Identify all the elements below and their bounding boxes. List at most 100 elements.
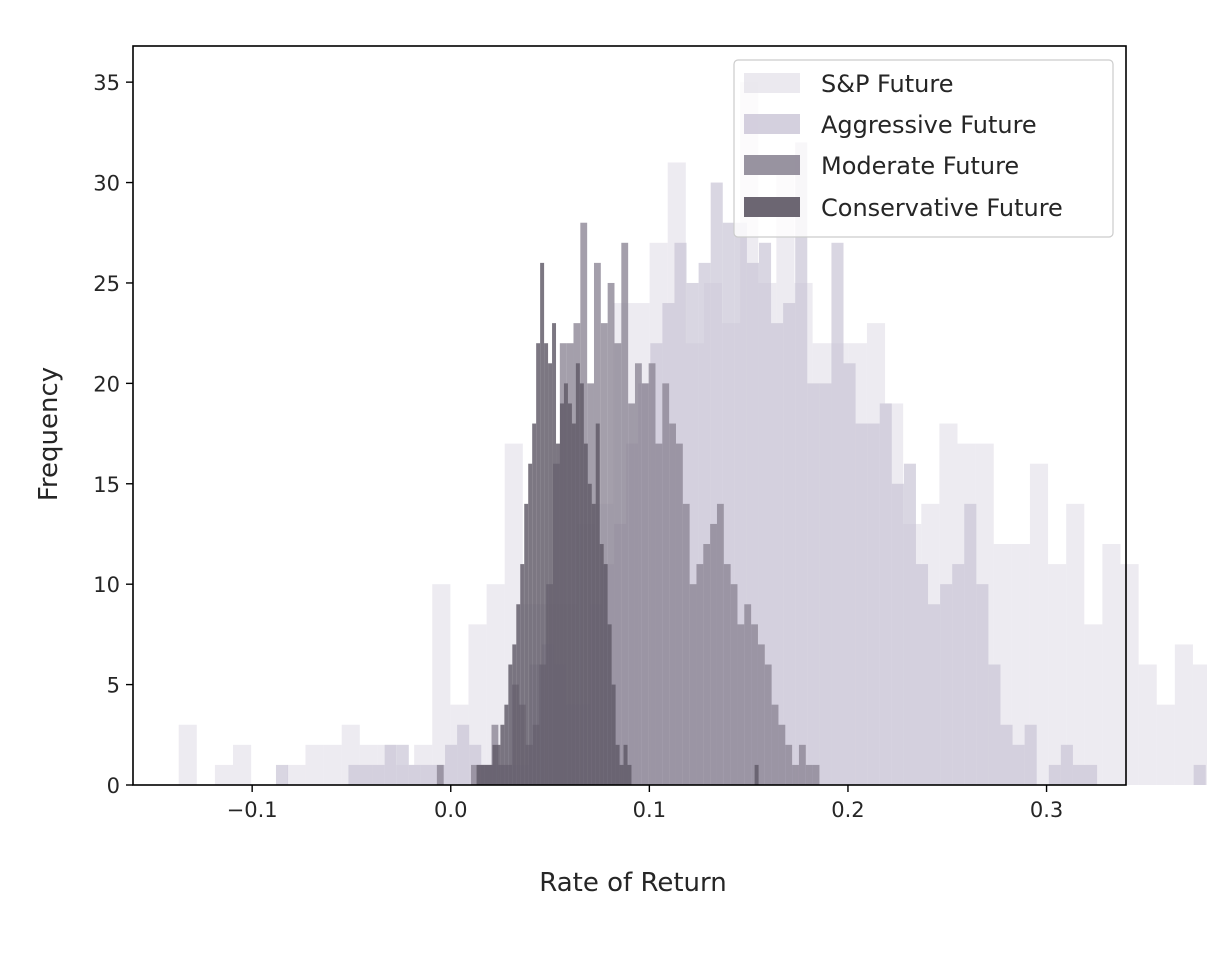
legend-label-sp: S&P Future (821, 70, 953, 98)
histogram-bar (778, 724, 786, 785)
histogram-bar (607, 624, 612, 785)
histogram-bar (783, 303, 796, 785)
histogram-bar (723, 564, 731, 785)
histogram-bar (305, 744, 324, 785)
histogram-bar (928, 604, 941, 785)
histogram-bar (544, 343, 549, 785)
histogram-bar (798, 744, 806, 785)
histogram-bar (1084, 624, 1103, 785)
histogram-bar (575, 363, 580, 785)
legend-box (733, 59, 1114, 238)
histogram-bar (233, 744, 252, 785)
histogram-bar (178, 724, 197, 785)
histogram-bar (771, 704, 779, 785)
histogram-bar (843, 363, 856, 785)
legend-label-conservative: Conservative Future (821, 194, 1063, 222)
histogram-bar (360, 764, 373, 785)
histogram-bar (1193, 764, 1206, 785)
histogram-bar (468, 624, 487, 785)
histogram-bar (591, 503, 596, 785)
histogram-bar (915, 564, 929, 785)
histogram-bar (457, 724, 470, 785)
legend-swatch-sp (744, 73, 800, 93)
histogram-bar (754, 764, 759, 785)
histogram-bar (976, 584, 989, 785)
histogram-bar (528, 463, 533, 785)
histogram-bar (492, 744, 497, 785)
histogram-bar (669, 423, 676, 785)
histogram-bar (1085, 764, 1098, 785)
histogram-bar (805, 764, 813, 785)
histogram-bar (396, 744, 409, 785)
histogram-bar (764, 664, 772, 785)
histogram-bar (587, 483, 592, 785)
histogram-bar (496, 744, 501, 785)
histogram-bar (504, 704, 509, 785)
y-tick-label: 30 (93, 172, 120, 196)
plot-area-frame (132, 45, 1127, 786)
histogram-bar (1012, 744, 1025, 785)
legend: S&P Future Aggressive Future Moderate Fu… (733, 59, 1114, 238)
histogram-bar (348, 764, 361, 785)
x-tick-label: 0.0 (434, 798, 467, 822)
y-tick-label: 20 (93, 372, 120, 396)
histogram-bar (480, 764, 485, 785)
histogram-bar (771, 323, 784, 786)
histogram-bar (275, 764, 289, 785)
histogram-bar (879, 403, 892, 785)
x-axis-ticks: −0.1 0.0 0.1 0.2 0.3 (227, 785, 1063, 822)
histogram-bar (436, 764, 444, 785)
histogram-bar (556, 443, 560, 785)
histogram-bar (471, 764, 478, 785)
histogram-bar (1102, 544, 1121, 785)
histogram-bar (500, 724, 505, 785)
x-axis-label: Rate of Return (539, 868, 726, 898)
histogram-bar (408, 764, 421, 785)
histogram-bar (1024, 724, 1037, 785)
histogram-bar (855, 423, 868, 785)
histogram-bar (655, 443, 663, 785)
x-tick-label: 0.2 (831, 798, 864, 822)
y-tick-label: 35 (93, 71, 120, 95)
histogram-bar (641, 383, 649, 785)
histogram-bar (1066, 503, 1085, 785)
y-tick-label: 15 (93, 473, 120, 497)
histogram-bar (952, 564, 965, 785)
histogram-bar (583, 443, 588, 785)
histogram-bar (372, 764, 385, 785)
histogram-bar (792, 764, 799, 785)
histogram-bar (614, 343, 622, 785)
histogram-bar (1060, 744, 1073, 785)
histogram-bar (508, 664, 513, 785)
y-tick-label: 25 (93, 272, 120, 296)
legend-swatch-moderate (744, 155, 800, 175)
x-tick-label: 0.3 (1030, 798, 1063, 822)
y-tick-label: 5 (107, 674, 120, 698)
histogram-bar (648, 363, 656, 785)
histogram-bar (903, 463, 916, 785)
histogram-bar (599, 544, 604, 785)
histogram-bar (1000, 724, 1013, 785)
histogram-bar (795, 142, 808, 785)
x-tick-label: −0.1 (227, 798, 278, 822)
histogram-bar (1156, 704, 1175, 785)
histogram-bar (287, 764, 306, 785)
y-tick-label: 10 (93, 573, 120, 597)
histogram-bar (484, 764, 489, 785)
histogram-bar (445, 744, 458, 785)
histogram-bar (891, 483, 904, 785)
histogram-bar (812, 764, 820, 785)
histogram-bar (730, 584, 738, 785)
histogram-bar (512, 644, 517, 785)
histogram-bars (178, 82, 1207, 786)
histogram-bar (476, 764, 481, 785)
histogram-bar (540, 262, 545, 785)
histogram-bar (696, 564, 704, 785)
legend-swatch-aggressive (744, 114, 800, 134)
y-tick-label: 0 (107, 774, 120, 798)
histogram-bar (1029, 463, 1049, 785)
histogram-bar (710, 523, 717, 785)
histogram-bar (703, 544, 711, 785)
histogram-bar (532, 423, 537, 785)
histogram-bar (552, 323, 557, 786)
